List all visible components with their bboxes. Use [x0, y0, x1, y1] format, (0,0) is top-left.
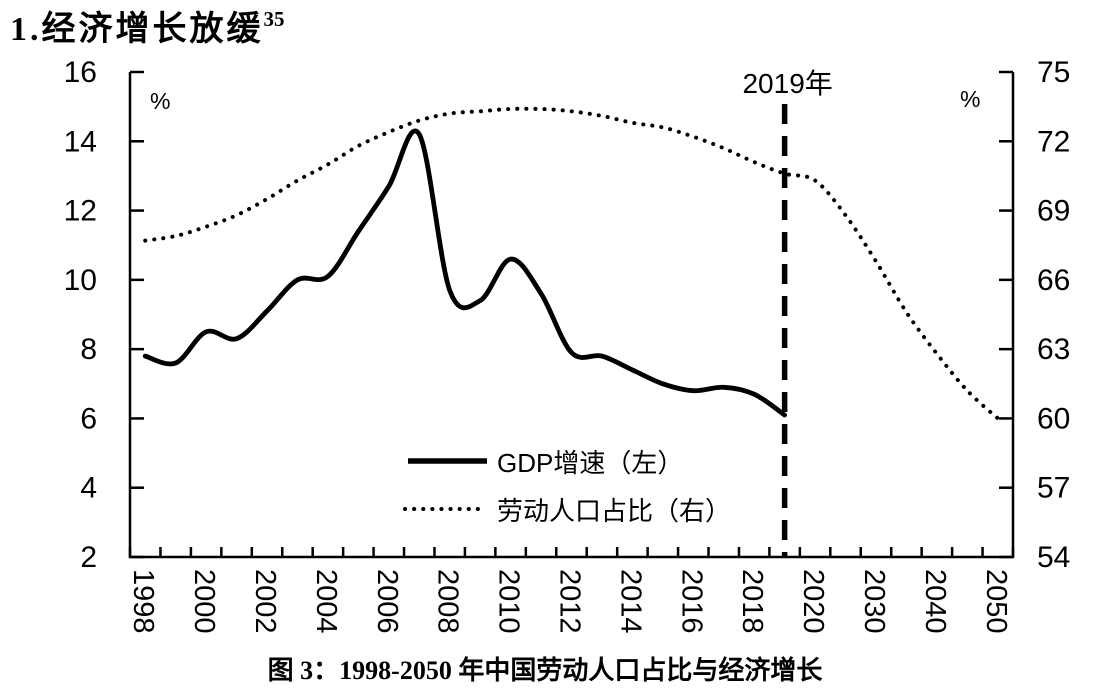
left-axis-ticks	[130, 70, 144, 559]
forecast-divider-label: 2019年	[742, 68, 832, 99]
figure-caption: 图 3：1998-2050 年中国劳动人口占比与经济增长	[267, 656, 823, 685]
left-axis-tick-label: 4	[80, 472, 97, 505]
x-axis-tick-label: 2016	[675, 569, 707, 634]
right-axis-tick-label: 72	[1037, 125, 1070, 158]
labor-share-series-dotted-line	[143, 106, 1000, 421]
right-axis-tick-label: 69	[1037, 195, 1070, 228]
legend: GDP增速（左） 劳动人口占比（右）	[403, 448, 731, 526]
x-axis-tick-label: 2008	[432, 569, 464, 634]
x-axis-tick-label: 2002	[249, 569, 281, 634]
legend-label-gdp: GDP增速（左）	[497, 448, 683, 478]
x-axis-tick-label: 2020	[797, 569, 829, 634]
footnote-superscript: 35	[263, 6, 285, 31]
left-axis-tick-label: 2	[80, 541, 97, 574]
x-axis-tick-label: 2040	[919, 569, 951, 634]
x-axis-tick-label: 2004	[310, 569, 342, 634]
gdp-growth-series-solid-line	[142, 128, 787, 418]
section-heading-text: 1.经济增长放缓	[10, 11, 264, 48]
right-axis-tick-label: 57	[1037, 472, 1070, 505]
left-axis-labels: 16 14 12 10 8 6 4 2	[64, 56, 97, 574]
left-axis-tick-label: 6	[80, 402, 97, 435]
left-axis-unit-label: %	[150, 88, 170, 114]
x-axis-tick-label: 2014	[614, 569, 646, 634]
x-axis-tick-label: 1998	[127, 569, 159, 634]
right-axis-tick-label: 75	[1037, 56, 1070, 89]
left-axis-tick-label: 14	[64, 125, 97, 158]
x-axis-tick-label: 2030	[858, 569, 890, 634]
left-axis-tick-label: 10	[64, 264, 97, 297]
x-axis-tick-label: 2012	[554, 569, 586, 634]
x-axis-labels: 1998 2000 2002 2004 2006 2008 2010 2012 2014 2016…	[127, 569, 1012, 634]
x-axis-ticks	[128, 547, 1015, 557]
section-heading: 1.经济增长放缓35	[10, 1, 285, 50]
right-axis-tick-label: 66	[1037, 264, 1070, 297]
x-axis-tick-label: 2010	[493, 569, 525, 634]
right-axis-tick-label: 54	[1037, 541, 1070, 574]
left-axis-tick-label: 16	[64, 56, 97, 89]
right-axis-labels: 75 72 69 66 63 60 57 54	[1037, 56, 1070, 574]
right-axis-tick-label: 63	[1037, 333, 1070, 366]
x-axis-tick-label: 2050	[980, 569, 1012, 634]
x-axis-tick-label: 2006	[371, 569, 403, 634]
x-axis-tick-label: 2000	[188, 569, 220, 634]
right-axis-ticks	[999, 70, 1013, 559]
left-axis-tick-label: 12	[64, 195, 97, 228]
right-axis-tick-label: 60	[1037, 402, 1070, 435]
axis-frame	[128, 72, 1015, 559]
line-chart: 16 14 12 10 8 6 4 2 75 72 69 66 63 60 57 54 1998 2000 20…	[64, 56, 1071, 634]
axes	[128, 72, 1015, 559]
right-axis-unit-label: %	[960, 86, 980, 112]
left-axis-tick-label: 8	[80, 333, 97, 366]
legend-label-labor: 劳动人口占比（右）	[497, 496, 731, 526]
x-axis-tick-label: 2018	[736, 569, 768, 634]
